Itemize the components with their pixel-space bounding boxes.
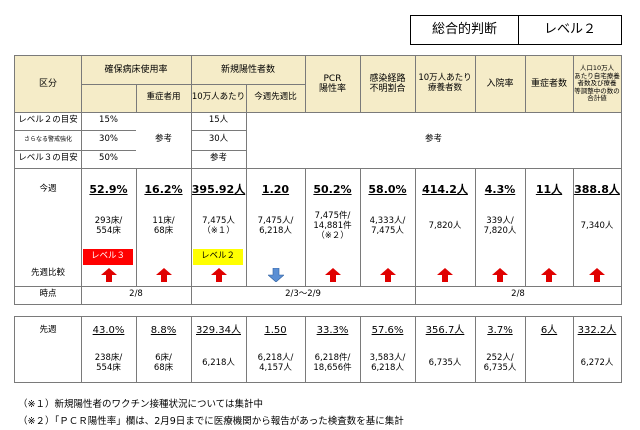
overall-judgement-label: 総合的判断: [411, 16, 519, 44]
guide-pos-l3: 参考: [209, 153, 227, 164]
col-per100k: 10万人あたり: [191, 92, 246, 103]
recuperating-up-arrow-icon: [437, 268, 453, 282]
level2-badge: レベル２: [193, 249, 243, 265]
guide-bed-strengthen: 30%: [99, 134, 118, 145]
this-week-label: 今週: [39, 184, 57, 195]
guide-pos-l2: 15人: [208, 115, 229, 126]
note-1: （※１）新規陽性者のワクチン接種状況については集計中: [18, 399, 263, 410]
last-week-severe-bed: 8.8%: [150, 325, 177, 337]
guide-rest-ref: 参考: [424, 134, 442, 145]
col-bed: 確保病床使用率: [104, 64, 168, 75]
this-week-severe-bed: 16.2%: [144, 182, 183, 196]
last-week-recuperating-detail: 6,735人: [428, 358, 462, 369]
this-week-per100k: 395.92人: [191, 182, 246, 196]
last-week-recuperating: 356.7人: [425, 325, 465, 337]
this-week-pcr-detail: 7,475件/ 14,881件 （※２）: [313, 211, 352, 241]
this-week-home: 388.8人: [574, 182, 620, 196]
col-pcr: PCR 陽性率: [318, 73, 346, 94]
home-up-arrow-icon: [589, 268, 605, 282]
this-week-home-detail: 7,340人: [580, 221, 614, 232]
main-table: 区分 確保病床使用率 重症者用 新規陽性者数 10万人あたり 今週先週比 PCR…: [14, 55, 622, 305]
last-week-table: 先週 43.0% 238床/ 554床 8.8% 6床/ 68床 329.34人…: [14, 316, 622, 383]
overall-judgement-box: 総合的判断 レベル２: [410, 15, 622, 45]
last-week-bed: 43.0%: [92, 325, 125, 337]
last-week-unknown-detail: 3,583人/ 6,218人: [369, 353, 406, 373]
col-severe: 重症者数: [530, 78, 567, 89]
last-week-admission-detail: 252人/ 6,735人: [483, 353, 517, 373]
col-admission: 入院率: [486, 78, 514, 89]
this-week-per100k-detail: 7,475人 （※１）: [202, 216, 235, 236]
this-week-pcr: 50.2%: [313, 182, 352, 196]
col-kubun: 区分: [38, 78, 57, 89]
note-2: （※２）「ＰＣＲ陽性率」欄は、2月9日までに医療機関から報告があった検査数を基に…: [18, 416, 404, 427]
compare-label: 先週比較: [30, 268, 65, 279]
last-week-wow: 1.50: [264, 325, 287, 337]
last-week-label: 先週: [39, 325, 57, 336]
severe-up-arrow-icon: [541, 268, 557, 282]
guide-bed-l2: 15%: [99, 115, 118, 126]
guide-pos-strengthen: 30人: [208, 134, 229, 145]
this-week-recuperating-detail: 7,820人: [428, 221, 462, 232]
this-week-severe: 11人: [535, 182, 563, 196]
col-home: 人口10万人 あたり自宅療養 者数及び療養 等調整中の数の 合計値: [574, 64, 620, 103]
level3-badge: レベル３: [83, 249, 133, 265]
this-week-wow: 1.20: [261, 182, 290, 196]
last-week-severe-bed-detail: 6床/ 68床: [153, 353, 174, 373]
overall-level-value: レベル２: [543, 21, 596, 37]
guide-level2-label: レベル２の目安: [18, 115, 78, 126]
severe-bed-up-arrow-icon: [156, 268, 172, 282]
pcr-up-arrow-icon: [325, 268, 341, 282]
this-week-admission: 4.3%: [484, 182, 516, 196]
last-week-pcr-detail: 6,218件/ 18,656件: [313, 353, 352, 373]
last-week-per100k-detail: 6,218人: [202, 358, 235, 369]
col-unknown: 感染経路 不明割合: [369, 73, 406, 94]
last-week-pcr: 33.3%: [316, 325, 349, 337]
this-week-recuperating: 414.2人: [422, 182, 468, 196]
this-week-bed-detail: 293床/ 554床: [94, 216, 123, 236]
admission-up-arrow-icon: [492, 268, 508, 282]
col-severe-bed: 重症者用: [146, 92, 181, 103]
per100k-up-arrow-icon: [211, 268, 227, 282]
last-week-severe: 6人: [540, 325, 558, 337]
col-recuperating: 10万人あたり 療養者数: [418, 73, 472, 93]
last-week-wow-detail: 6,218人/ 4,157人: [257, 353, 294, 373]
guide-level3-label: レベル３の目安: [18, 153, 78, 164]
guide-strengthen-label: さらなる警戒強化: [23, 135, 72, 143]
wow-down-arrow-icon: [268, 268, 284, 282]
last-week-admission: 3.7%: [487, 325, 513, 337]
col-wow: 今週先週比: [254, 92, 297, 103]
timepoint-label: 時点: [39, 289, 57, 300]
this-week-bed: 52.9%: [89, 182, 128, 196]
this-week-wow-detail: 7,475人/ 6,218人: [257, 216, 294, 236]
last-week-unknown: 57.6%: [371, 325, 404, 337]
last-week-bed-detail: 238床/ 554床: [94, 353, 123, 373]
col-new-pos: 新規陽性者数: [220, 64, 275, 75]
unknown-up-arrow-icon: [380, 268, 396, 282]
this-week-unknown-detail: 4,333人/ 7,475人: [369, 216, 406, 236]
timepoint-c: 2/8: [511, 289, 525, 300]
last-week-home: 332.2人: [577, 325, 617, 337]
timepoint-a: 2/8: [129, 289, 143, 300]
bed-up-arrow-icon: [101, 268, 117, 282]
this-week-unknown: 58.0%: [368, 182, 407, 196]
this-week-severe-bed-detail: 11床/ 68床: [152, 216, 175, 236]
guide-severe-ref: 参考: [154, 134, 172, 145]
last-week-per100k: 329.34人: [196, 325, 241, 337]
timepoint-b: 2/3～2/9: [285, 289, 321, 300]
last-week-home-detail: 6,272人: [580, 358, 614, 369]
this-week-admission-detail: 339人/ 7,820人: [483, 216, 517, 236]
guide-bed-l3: 50%: [99, 153, 118, 164]
